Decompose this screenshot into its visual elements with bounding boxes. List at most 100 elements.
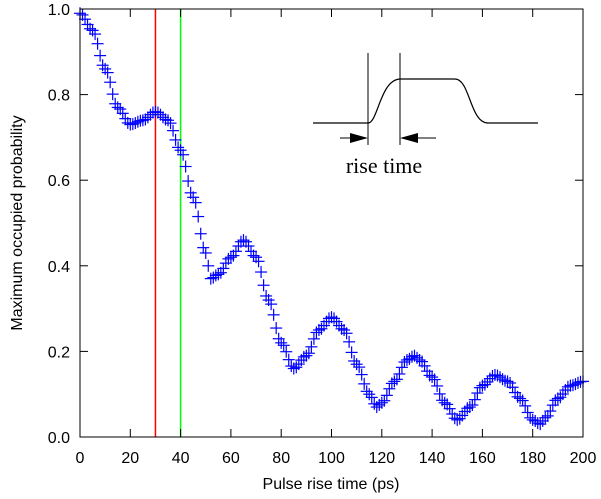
data-point: [199, 246, 212, 259]
y-tick-label: 0.0: [48, 430, 70, 447]
data-point: [471, 387, 484, 400]
data-point: [290, 361, 303, 374]
x-tick-label: 0: [76, 450, 85, 467]
data-point: [257, 279, 270, 292]
data-point: [403, 352, 416, 365]
data-point: [524, 411, 537, 424]
data-point: [126, 118, 139, 131]
y-tick-label: 0.2: [48, 344, 70, 361]
y-tick-label: 0.8: [48, 88, 70, 105]
data-point: [222, 252, 235, 265]
x-tick-label: 140: [419, 450, 446, 467]
data-point: [275, 336, 288, 349]
data-point: [526, 413, 539, 426]
data-point: [252, 255, 265, 268]
x-tick-label: 100: [318, 450, 345, 467]
data-point: [338, 324, 351, 336]
data-point: [343, 335, 356, 348]
data-point: [204, 272, 217, 285]
data-point: [94, 49, 107, 62]
data-point: [534, 418, 547, 431]
data-point: [463, 401, 476, 414]
data-point: [209, 269, 222, 282]
data-point: [566, 379, 579, 392]
data-point: [280, 345, 293, 358]
data-point: [144, 108, 157, 121]
vertical-markers: [154, 9, 182, 437]
data-point: [365, 391, 378, 404]
data-point: [499, 374, 512, 387]
data-point: [182, 175, 195, 188]
data-points: [74, 7, 589, 431]
data-point: [187, 191, 200, 204]
data-point: [345, 346, 358, 359]
y-tick-labels: 0.0 0.2 0.4 0.6 0.8 1.0: [48, 2, 70, 447]
data-point: [177, 148, 190, 161]
data-point: [383, 382, 396, 395]
data-point: [514, 392, 527, 405]
data-point: [154, 108, 167, 121]
data-point: [501, 375, 514, 388]
x-axis-title: Pulse rise time (ps): [263, 476, 400, 493]
data-point: [541, 409, 554, 422]
x-tick-labels: 0 20 40 60 80 100 120 140 160 180 200: [76, 450, 597, 467]
data-point: [453, 412, 466, 425]
data-point: [468, 393, 481, 406]
data-point: [353, 361, 366, 374]
data-point: [443, 402, 456, 415]
data-point: [212, 268, 225, 281]
data-point: [305, 340, 318, 353]
data-point: [348, 354, 361, 367]
data-point: [355, 368, 368, 381]
data-point: [549, 394, 562, 407]
data-point: [428, 373, 441, 386]
y-tick-label: 0.4: [48, 259, 70, 276]
data-point: [531, 417, 544, 430]
data-point: [307, 332, 320, 345]
data-point: [426, 371, 439, 384]
data-point: [496, 373, 509, 386]
data-point: [438, 396, 451, 409]
data-point: [156, 111, 169, 124]
data-point: [141, 111, 154, 124]
data-point: [539, 411, 552, 424]
data-point: [466, 398, 479, 411]
data-point: [554, 391, 567, 404]
left-arrow-head: [350, 133, 368, 143]
data-point: [189, 196, 202, 209]
data-point: [569, 378, 582, 391]
data-point: [172, 141, 185, 154]
data-point: [84, 22, 97, 35]
data-point: [101, 66, 114, 79]
data-point: [481, 375, 494, 388]
data-point: [300, 349, 313, 362]
data-point: [179, 160, 192, 173]
data-point: [516, 394, 529, 407]
y-tick-label: 0.6: [48, 173, 70, 190]
data-point: [129, 117, 142, 130]
data-point: [395, 361, 408, 374]
data-point: [536, 414, 549, 427]
data-point: [282, 353, 295, 366]
data-point: [328, 312, 341, 325]
data-point: [418, 359, 431, 372]
data-point: [270, 322, 283, 335]
data-point: [363, 388, 376, 401]
data-point: [368, 397, 381, 410]
data-point: [169, 133, 182, 146]
data-point: [519, 399, 532, 412]
data-point: [237, 234, 250, 247]
data-point: [162, 114, 175, 127]
data-point: [116, 107, 129, 120]
data-point: [380, 389, 393, 402]
data-point: [350, 358, 363, 371]
data-point: [521, 406, 534, 419]
pulse-shape-diagram: rise time: [313, 53, 538, 178]
x-tick-label: 120: [368, 450, 395, 467]
data-point: [255, 266, 268, 279]
data-point: [197, 241, 210, 254]
plot-frame: [79, 8, 584, 438]
data-point: [388, 375, 401, 388]
data-point: [104, 76, 117, 89]
